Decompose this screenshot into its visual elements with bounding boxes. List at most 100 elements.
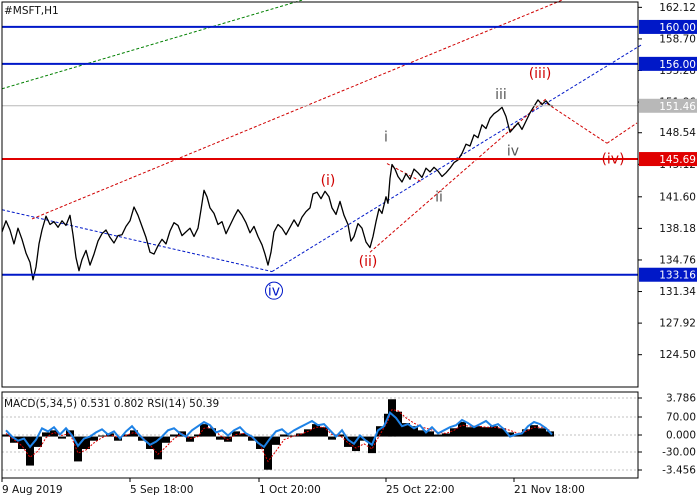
macd-histogram-bar	[490, 426, 498, 437]
macd-histogram-bar	[530, 425, 538, 437]
current-price-tag	[639, 98, 697, 113]
indicator-layer	[2, 399, 554, 470]
chart-symbol-label: #MSFT,H1	[4, 5, 59, 17]
price-level-tag	[639, 152, 697, 167]
current-price-label: 151.46	[659, 101, 696, 113]
price-y-tick-label: 141.60	[659, 191, 696, 203]
trend-line	[606, 122, 638, 144]
macd-histogram-bar	[304, 429, 312, 437]
x-tick-label: 9 Aug 2019	[2, 484, 63, 496]
wave-label: (iv)	[601, 152, 624, 168]
price-level-label: 156.00	[659, 59, 696, 71]
price-y-tick-label: 127.92	[659, 318, 696, 330]
macd-histogram-bar	[538, 428, 546, 437]
wave-label: iii	[495, 87, 507, 103]
macd-histogram-bar	[154, 436, 162, 460]
macd-histogram-bar	[344, 436, 352, 447]
macd-histogram-bar	[474, 426, 482, 437]
indicator-y-tick-label: 70.00	[666, 412, 696, 424]
price-y-tick-label: 158.70	[659, 33, 696, 45]
macd-histogram-bar	[506, 432, 514, 437]
x-tick-label: 1 Oct 20:00	[259, 484, 321, 496]
indicator-y-tick-label: -30.00	[662, 447, 696, 459]
macd-histogram-bar	[546, 431, 554, 437]
macd-histogram-bar	[426, 431, 434, 437]
x-tick-label: 5 Sep 18:00	[130, 484, 193, 496]
macd-histogram-bar	[264, 436, 272, 470]
macd-histogram-bar	[442, 433, 450, 437]
price-level-label: 145.69	[659, 154, 696, 166]
trend-line	[1, 0, 303, 90]
macd-histogram-bar	[498, 428, 506, 437]
wave-label: (i)	[321, 173, 336, 189]
price-level-tag	[639, 56, 697, 71]
macd-histogram-bar	[200, 424, 208, 437]
price-level-label: 133.16	[659, 270, 696, 282]
indicator-y-tick-label: 0.000	[666, 430, 696, 442]
x-axis-labels: 9 Aug 2019 5 Sep 18:00 1 Oct 20:00 25 Oct 2…	[1, 478, 585, 496]
price-y-tick-label: 162.12	[659, 2, 696, 14]
y-axis-labels: 162.12158.70155.28151.86148.54145.12141.…	[638, 2, 697, 477]
wave-label-circle	[265, 281, 283, 300]
macd-histogram-bar	[434, 434, 442, 437]
wave-label: (iii)	[529, 66, 552, 82]
macd-histogram-bar	[240, 433, 248, 437]
macd-histogram-bar	[50, 430, 58, 437]
macd-histogram-bar	[320, 427, 328, 437]
macd-histogram-bar	[288, 435, 296, 437]
price-panel-frame	[1, 1, 639, 388]
trend-line	[369, 97, 548, 253]
macd-histogram-bar	[458, 422, 466, 437]
macd-histogram-bar	[410, 426, 418, 437]
macd-histogram-bar	[418, 430, 426, 437]
wave-label: ii	[435, 190, 443, 206]
price-y-tick-label: 131.34	[659, 286, 696, 298]
rsi-line	[5, 411, 553, 449]
macd-histogram-bar	[328, 436, 336, 440]
price-level-tag	[639, 267, 697, 282]
macd-histogram-bar	[146, 436, 154, 449]
levels-layer	[2, 25, 638, 276]
wave-label: iv	[268, 284, 280, 300]
macd-histogram-bar	[74, 436, 82, 462]
wave-label: i	[384, 129, 388, 145]
price-y-tick-label: 124.50	[659, 349, 696, 361]
trend-line	[546, 103, 608, 144]
macd-histogram-bar	[514, 434, 522, 437]
macd-histogram-bar	[18, 436, 26, 449]
price-y-tick-label: 134.76	[659, 254, 696, 266]
trend-line	[31, 0, 563, 220]
x-tick-label: 21 Nov 18:00	[514, 484, 585, 496]
macd-signal-line	[5, 409, 551, 463]
macd-histogram-bar	[256, 436, 264, 449]
macd-histogram-bar	[162, 436, 170, 443]
macd-histogram-bar	[402, 423, 410, 437]
wave-label: iv	[507, 143, 519, 159]
macd-histogram-bar	[352, 436, 360, 452]
wave-label: (ii)	[359, 254, 378, 270]
macd-histogram-bar	[10, 436, 18, 443]
macd-histogram-bar	[466, 427, 474, 437]
macd-histogram-bar	[58, 436, 66, 439]
trend-line	[1, 209, 273, 273]
macd-histogram-bar	[376, 426, 384, 437]
macd-histogram-bar	[394, 411, 402, 437]
macd-histogram-bar	[450, 428, 458, 437]
macd-histogram-bar	[2, 434, 10, 437]
trendlines-layer	[1, 0, 643, 273]
price-series-line	[1, 99, 554, 281]
macd-histogram-bar	[482, 427, 490, 437]
macd-histogram-bar	[272, 436, 280, 445]
macd-histogram-bar	[522, 429, 530, 437]
x-tick-label: 25 Oct 22:00	[386, 484, 454, 496]
macd-histogram-bar	[194, 434, 202, 437]
macd-histogram-bar	[90, 436, 98, 441]
macd-histogram-bar	[82, 436, 90, 449]
macd-histogram-bar	[248, 436, 256, 441]
macd-histogram-bar	[26, 436, 34, 466]
macd-histogram-bar	[114, 436, 122, 441]
macd-histogram-bar	[336, 434, 344, 437]
macd-histogram-bar	[98, 435, 106, 437]
price-series-layer	[1, 99, 554, 281]
